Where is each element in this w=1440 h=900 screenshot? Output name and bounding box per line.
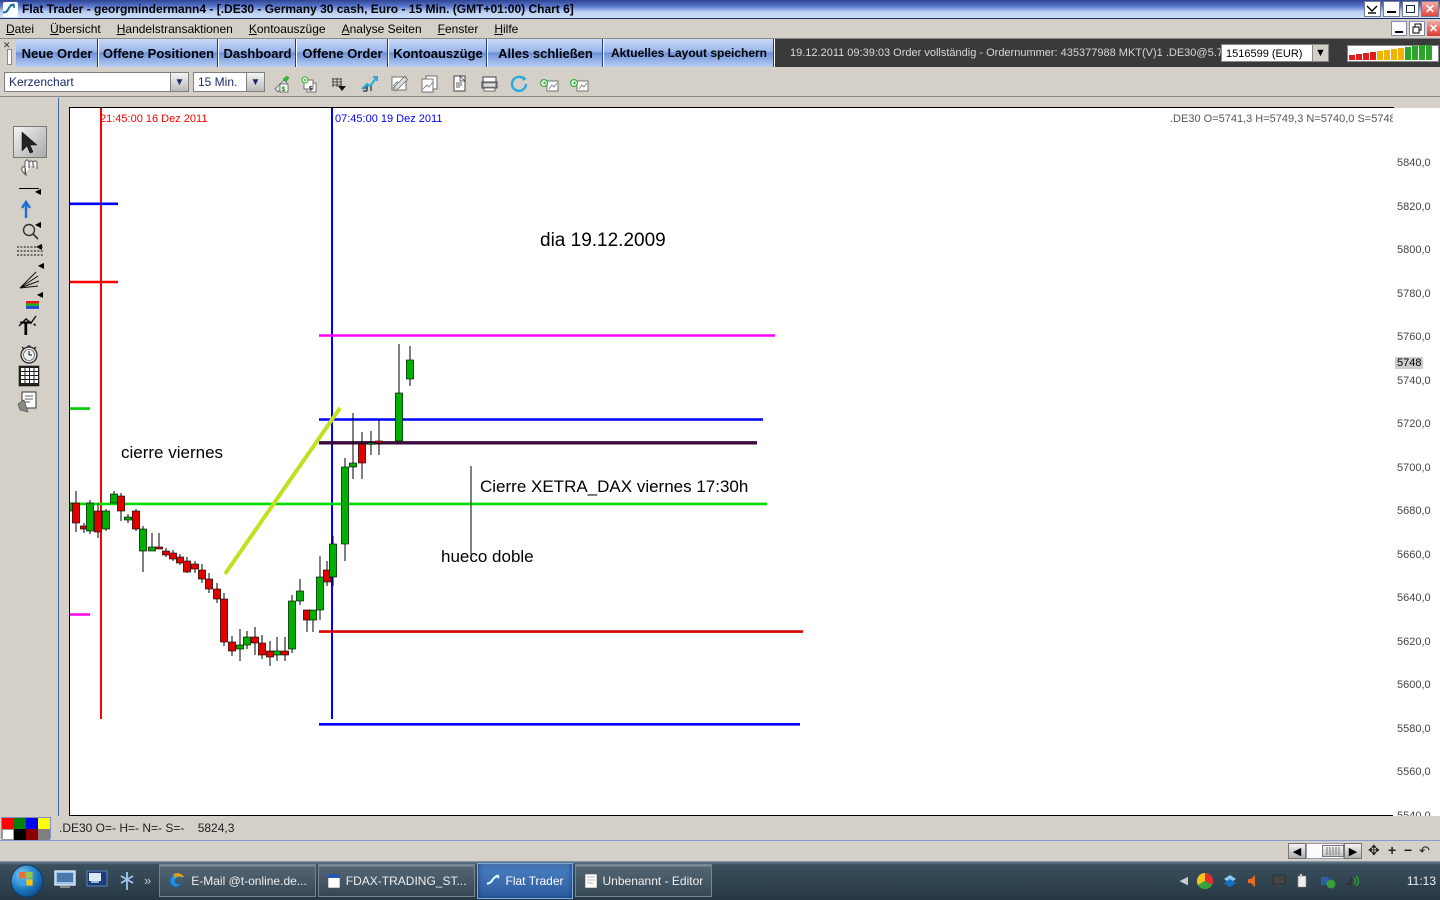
svg-text:Cierre XETRA_DAX viernes 17:30: Cierre XETRA_DAX viernes 17:30h [480,477,748,496]
svg-text:07:45:00 19 Dez 2011: 07:45:00 19 Dez 2011 [335,113,442,125]
svg-text:dia 19.12.2009: dia 19.12.2009 [540,230,666,251]
svg-text:hueco doble: hueco doble [441,547,534,566]
svg-text:21:45:00 16 Dez 2011: 21:45:00 16 Dez 2011 [100,113,207,125]
svg-text:$: $ [309,86,313,93]
svg-text:$: $ [282,86,286,93]
svg-text:cierre viernes: cierre viernes [121,443,223,462]
svg-text:.DE30 O=5741,3 H=5749,3 N=5740: .DE30 O=5741,3 H=5749,3 N=5740,0 S=5748,… [1170,113,1395,125]
